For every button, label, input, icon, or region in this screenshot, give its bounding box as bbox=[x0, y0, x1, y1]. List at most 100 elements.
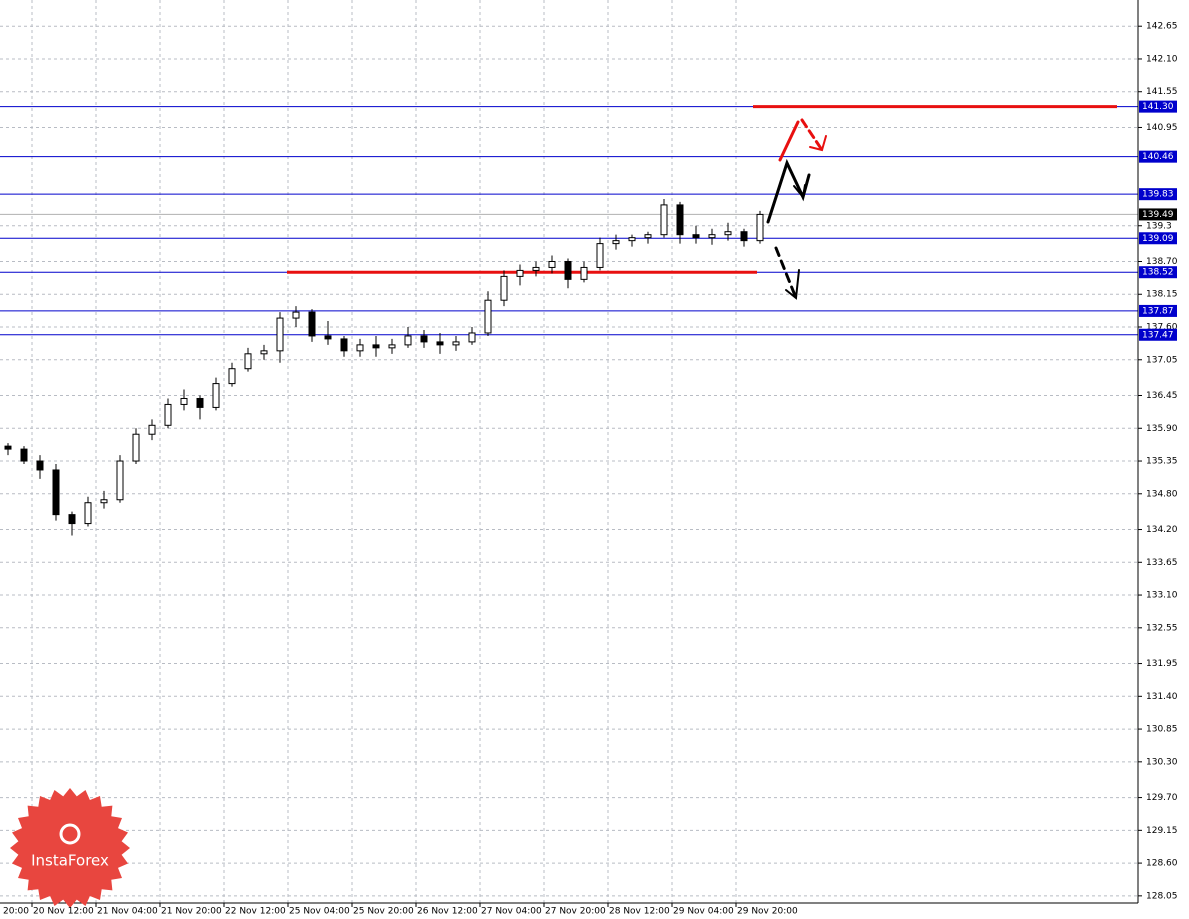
forecast-arrows bbox=[766, 118, 827, 300]
candle-body bbox=[372, 344, 380, 349]
plot bbox=[0, 105, 1138, 536]
level-label: 137.47 bbox=[1142, 330, 1174, 340]
arrow-head bbox=[809, 135, 827, 152]
y-tick-label: 133.65 bbox=[1146, 558, 1178, 568]
level-label-box bbox=[1139, 150, 1177, 163]
candle-body bbox=[468, 332, 476, 343]
level-label-box bbox=[1139, 232, 1177, 245]
y-tick-label: 131.40 bbox=[1146, 692, 1178, 702]
candle-body bbox=[388, 344, 396, 349]
y-tick-label: 131.95 bbox=[1146, 659, 1178, 669]
x-tick-label: 27 Nov 04:00 bbox=[481, 907, 542, 917]
x-tick-label: 29 Nov 04:00 bbox=[673, 907, 734, 917]
level-label: 139.09 bbox=[1142, 234, 1174, 244]
candle-body bbox=[164, 403, 172, 426]
candle-body bbox=[292, 311, 300, 319]
arrow bbox=[778, 120, 800, 162]
candle-body bbox=[724, 231, 732, 236]
y-tick-label: 142.10 bbox=[1146, 54, 1178, 64]
level-label-box bbox=[1139, 328, 1177, 341]
x-tick-label: 20:00 bbox=[3, 907, 29, 917]
candle-body bbox=[340, 338, 348, 352]
candle-body bbox=[548, 260, 556, 268]
candle-body bbox=[4, 445, 12, 450]
level-label-box bbox=[1139, 188, 1177, 201]
y-tick-label: 134.80 bbox=[1146, 489, 1178, 499]
y-tick-label: 137.05 bbox=[1146, 355, 1178, 365]
level-label: 139.83 bbox=[1142, 190, 1174, 200]
candle-body bbox=[36, 460, 44, 471]
candle-body bbox=[692, 234, 700, 239]
candle-body bbox=[644, 234, 652, 239]
x-tick-label: 25 Nov 04:00 bbox=[289, 907, 350, 917]
candle-body bbox=[308, 311, 316, 337]
candle-body bbox=[452, 341, 460, 346]
candle-body bbox=[484, 299, 492, 334]
candle-body bbox=[660, 204, 668, 236]
candle-body bbox=[52, 469, 60, 516]
candle-body bbox=[532, 266, 540, 271]
candle-body bbox=[260, 350, 268, 355]
x-tick-label: 21 Nov 20:00 bbox=[161, 907, 222, 917]
y-tick-label: 132.55 bbox=[1146, 623, 1178, 633]
arrow bbox=[800, 118, 824, 152]
logo-text: InstaForex bbox=[31, 852, 109, 870]
y-tick-label: 129.70 bbox=[1146, 793, 1178, 803]
y-tick-label: 136.45 bbox=[1146, 391, 1178, 401]
level-label: 140.46 bbox=[1142, 152, 1174, 162]
candle-body bbox=[20, 448, 28, 462]
candle-body bbox=[116, 460, 124, 501]
level-label-box bbox=[1139, 266, 1177, 279]
price-label-box bbox=[1139, 208, 1177, 221]
y-tick-label: 128.05 bbox=[1146, 891, 1178, 901]
level-label-box bbox=[1139, 304, 1177, 317]
candle-body bbox=[676, 204, 684, 236]
candle-body bbox=[740, 231, 748, 242]
candle-body bbox=[324, 335, 332, 340]
level-label: 138.52 bbox=[1142, 268, 1174, 278]
x-tick-label: 26 Nov 12:00 bbox=[417, 907, 478, 917]
y-tick-label: 133.10 bbox=[1146, 591, 1178, 601]
candle-body bbox=[580, 266, 588, 280]
grid bbox=[0, 0, 1138, 903]
y-tick-label: 137.60 bbox=[1146, 323, 1178, 333]
candle-body bbox=[420, 335, 428, 343]
candle-body bbox=[404, 335, 412, 346]
candle-body bbox=[196, 397, 204, 408]
candle-body bbox=[148, 424, 156, 435]
y-tick-label: 138.15 bbox=[1146, 290, 1178, 300]
candle-body bbox=[612, 240, 620, 245]
candle-body bbox=[756, 213, 764, 242]
x-tick-label: 28 Nov 12:00 bbox=[609, 907, 670, 917]
y-tick-label: 140.95 bbox=[1146, 123, 1178, 133]
y-tick-label: 135.35 bbox=[1146, 457, 1178, 467]
y-tick-label: 128.60 bbox=[1146, 859, 1178, 869]
candle-body bbox=[516, 269, 524, 277]
candle-body bbox=[84, 502, 92, 525]
x-tick-label: 29 Nov 20:00 bbox=[737, 907, 798, 917]
level-label: 141.30 bbox=[1142, 102, 1174, 112]
candle-body bbox=[180, 397, 188, 405]
x-tick-label: 22 Nov 12:00 bbox=[225, 907, 286, 917]
logo: InstaForex bbox=[10, 788, 130, 908]
y-tick-label: 134.20 bbox=[1146, 525, 1178, 535]
candle-body bbox=[436, 341, 444, 346]
candle-body bbox=[708, 234, 716, 239]
x-tick-label: 27 Nov 20:00 bbox=[545, 907, 606, 917]
y-tick-label: 130.30 bbox=[1146, 757, 1178, 767]
y-tick-label: 139.3 bbox=[1146, 221, 1172, 231]
candle-body bbox=[212, 383, 220, 408]
candle-body bbox=[68, 514, 76, 525]
candle-body bbox=[276, 317, 284, 352]
y-tick-label: 138.70 bbox=[1146, 257, 1178, 267]
arrow bbox=[774, 246, 798, 300]
y-tick-label: 135.90 bbox=[1146, 424, 1178, 434]
x-tick-label: 21 Nov 04:00 bbox=[97, 907, 158, 917]
y-tick-label: 142.65 bbox=[1146, 22, 1178, 32]
arrow bbox=[766, 158, 811, 224]
candle-body bbox=[500, 275, 508, 301]
candle-body bbox=[244, 353, 252, 370]
level-label: 137.87 bbox=[1142, 306, 1174, 316]
